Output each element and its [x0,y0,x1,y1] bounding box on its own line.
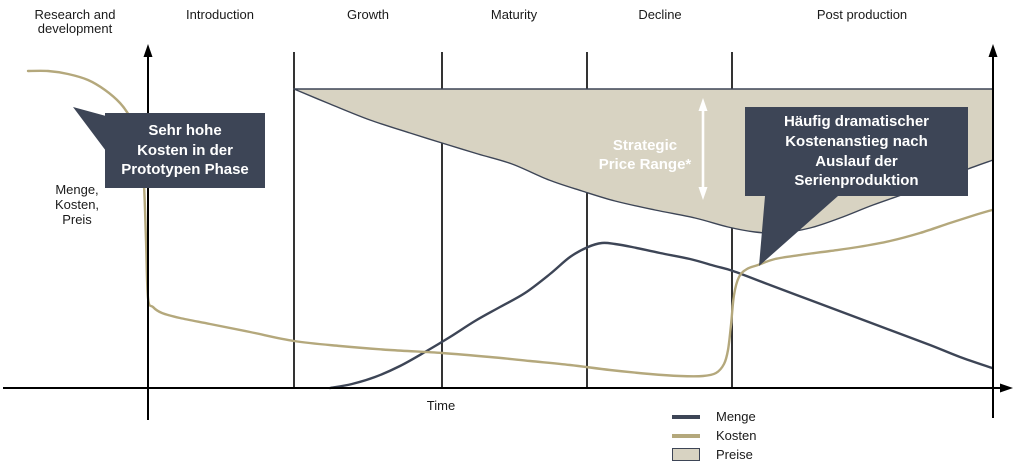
callout-prototype-costs: Sehr hohe Kosten in der Prototypen Phase [105,113,265,188]
x-axis-label: Time [426,398,456,413]
preise-band-swatch-icon [672,448,700,461]
arrow-down-head [698,187,708,200]
phase-label-post-production: Post production [816,7,908,22]
legend: Menge Kosten Preise [672,407,756,464]
phase-label-research-development: Research and development [34,7,116,36]
price-range-double-arrow-icon [698,98,708,200]
kosten-line-swatch-icon [672,433,700,438]
x-axis-arrow [1000,383,1013,393]
phase-label-decline: Decline [638,7,682,22]
menge-line-swatch-icon [672,414,700,419]
y-axis-label: Menge, Kosten, Preis [54,182,100,227]
legend-item-kosten: Kosten [672,426,756,445]
prototype-costs-tail [73,107,106,151]
strategic-price-range-label: Strategic Price Range* [598,137,692,173]
legend-label: Preise [716,447,753,462]
y-axis-arrow [143,44,153,57]
callout-post-production-costs: Häufig dramatischer Kostenanstieg nach A… [745,107,968,196]
legend-item-menge: Menge [672,407,756,426]
menge-curve [328,241,994,390]
legend-item-preise: Preise [672,445,756,464]
right-axis-arrow [988,44,998,57]
post-production-costs-tail [759,196,838,266]
arrow-up-head [698,98,708,111]
callout-tails [73,107,838,266]
phase-label-maturity: Maturity [490,7,538,22]
legend-label: Menge [716,409,756,424]
legend-label: Kosten [716,428,757,443]
phase-label-growth: Growth [347,7,389,22]
phase-label-introduction: Introduction [186,7,254,22]
